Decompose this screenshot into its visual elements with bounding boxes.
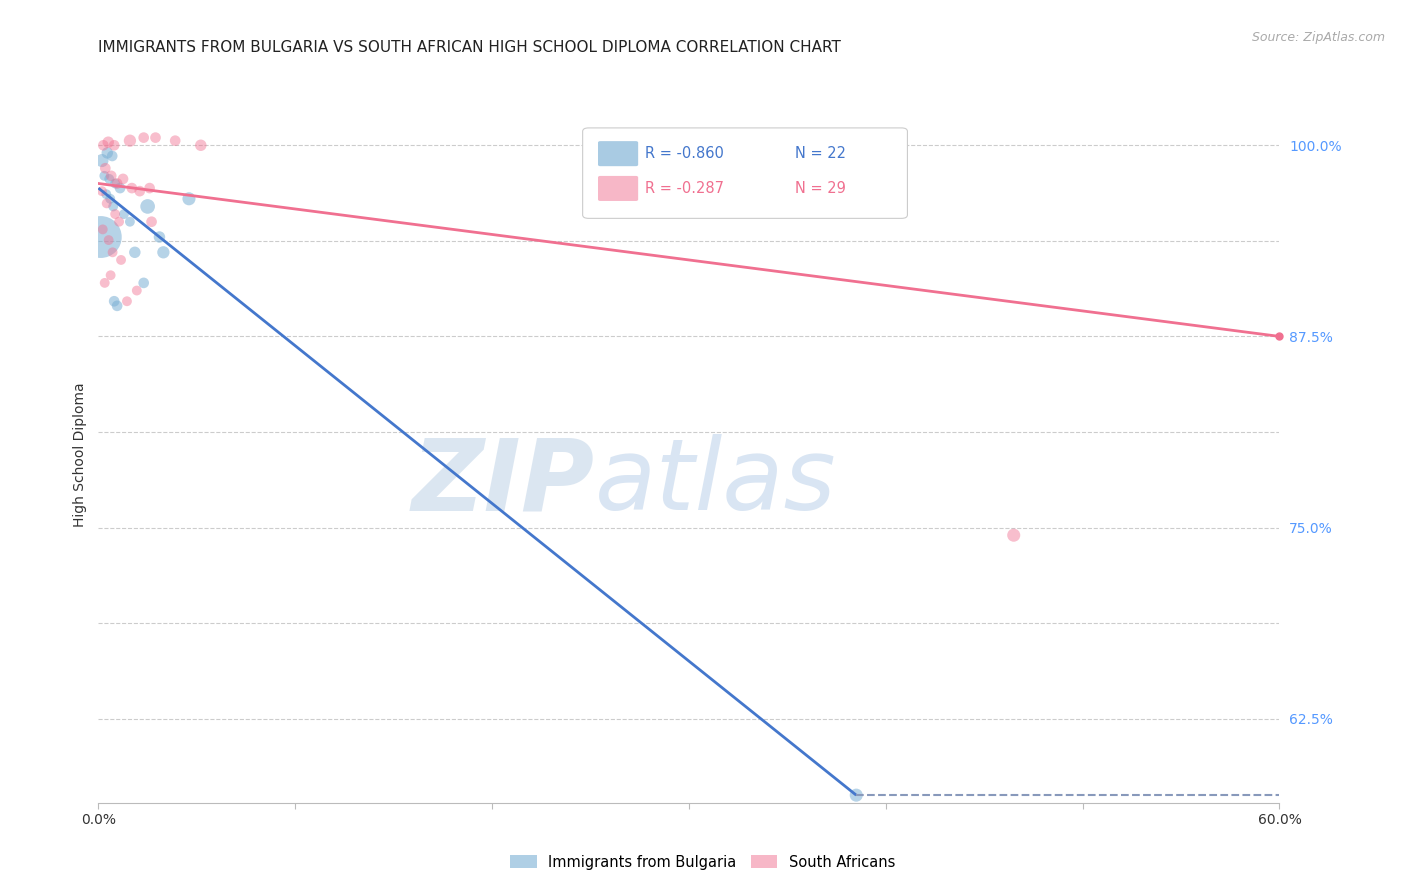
Point [105, 299, 128, 313]
FancyBboxPatch shape [598, 176, 638, 201]
Text: R = -0.860: R = -0.860 [645, 146, 724, 161]
Point [103, 199, 125, 213]
Point [100, 169, 122, 183]
Text: Source: ZipAtlas.com: Source: ZipAtlas.com [1251, 31, 1385, 45]
Point [93, 138, 115, 153]
Point [96, 145, 118, 160]
Point [90, 230, 112, 244]
Text: ZIP: ZIP [412, 434, 595, 532]
Point [98, 172, 121, 186]
Point [148, 230, 170, 244]
Point [108, 215, 131, 229]
Point [93, 169, 115, 183]
Point [94, 161, 117, 176]
Text: atlas: atlas [595, 434, 837, 532]
Text: IMMIGRANTS FROM BULGARIA VS SOUTH AFRICAN HIGH SCHOOL DIPLOMA CORRELATION CHART: IMMIGRANTS FROM BULGARIA VS SOUTH AFRICA… [98, 40, 841, 55]
Point [177, 192, 200, 206]
Point [136, 199, 159, 213]
Point [91, 184, 114, 198]
Point [132, 276, 155, 290]
Text: R = -0.287: R = -0.287 [645, 181, 724, 196]
Point [145, 130, 167, 145]
Point [105, 177, 128, 191]
FancyBboxPatch shape [582, 128, 907, 219]
Point [98, 192, 121, 206]
Point [128, 184, 150, 198]
Point [104, 177, 127, 191]
Text: N = 22: N = 22 [796, 146, 846, 161]
Point [121, 181, 143, 195]
Point [141, 215, 163, 229]
Point [93, 276, 115, 290]
Point [124, 245, 146, 260]
Point [104, 207, 127, 221]
Point [97, 135, 120, 149]
Point [1002, 528, 1025, 542]
Point [101, 245, 124, 260]
FancyBboxPatch shape [598, 141, 638, 166]
Point [97, 233, 120, 247]
Point [190, 138, 212, 153]
Point [118, 134, 141, 148]
Point [112, 172, 135, 186]
Point [138, 181, 160, 195]
Y-axis label: High School Diploma: High School Diploma [73, 383, 87, 527]
Point [100, 268, 122, 283]
Point [112, 207, 135, 221]
Point [845, 788, 868, 802]
Point [96, 187, 118, 202]
Point [152, 245, 174, 260]
Point [101, 149, 124, 163]
Point [125, 284, 148, 298]
Point [91, 222, 114, 236]
Point [91, 153, 114, 168]
Point [103, 294, 125, 309]
Point [103, 138, 125, 153]
Point [165, 134, 187, 148]
Point [108, 181, 131, 195]
Point [115, 294, 138, 309]
Point [96, 196, 118, 211]
Point [118, 215, 141, 229]
Point [110, 252, 132, 267]
Point [132, 130, 155, 145]
Legend: Immigrants from Bulgaria, South Africans: Immigrants from Bulgaria, South Africans [505, 849, 901, 876]
Text: N = 29: N = 29 [796, 181, 846, 196]
